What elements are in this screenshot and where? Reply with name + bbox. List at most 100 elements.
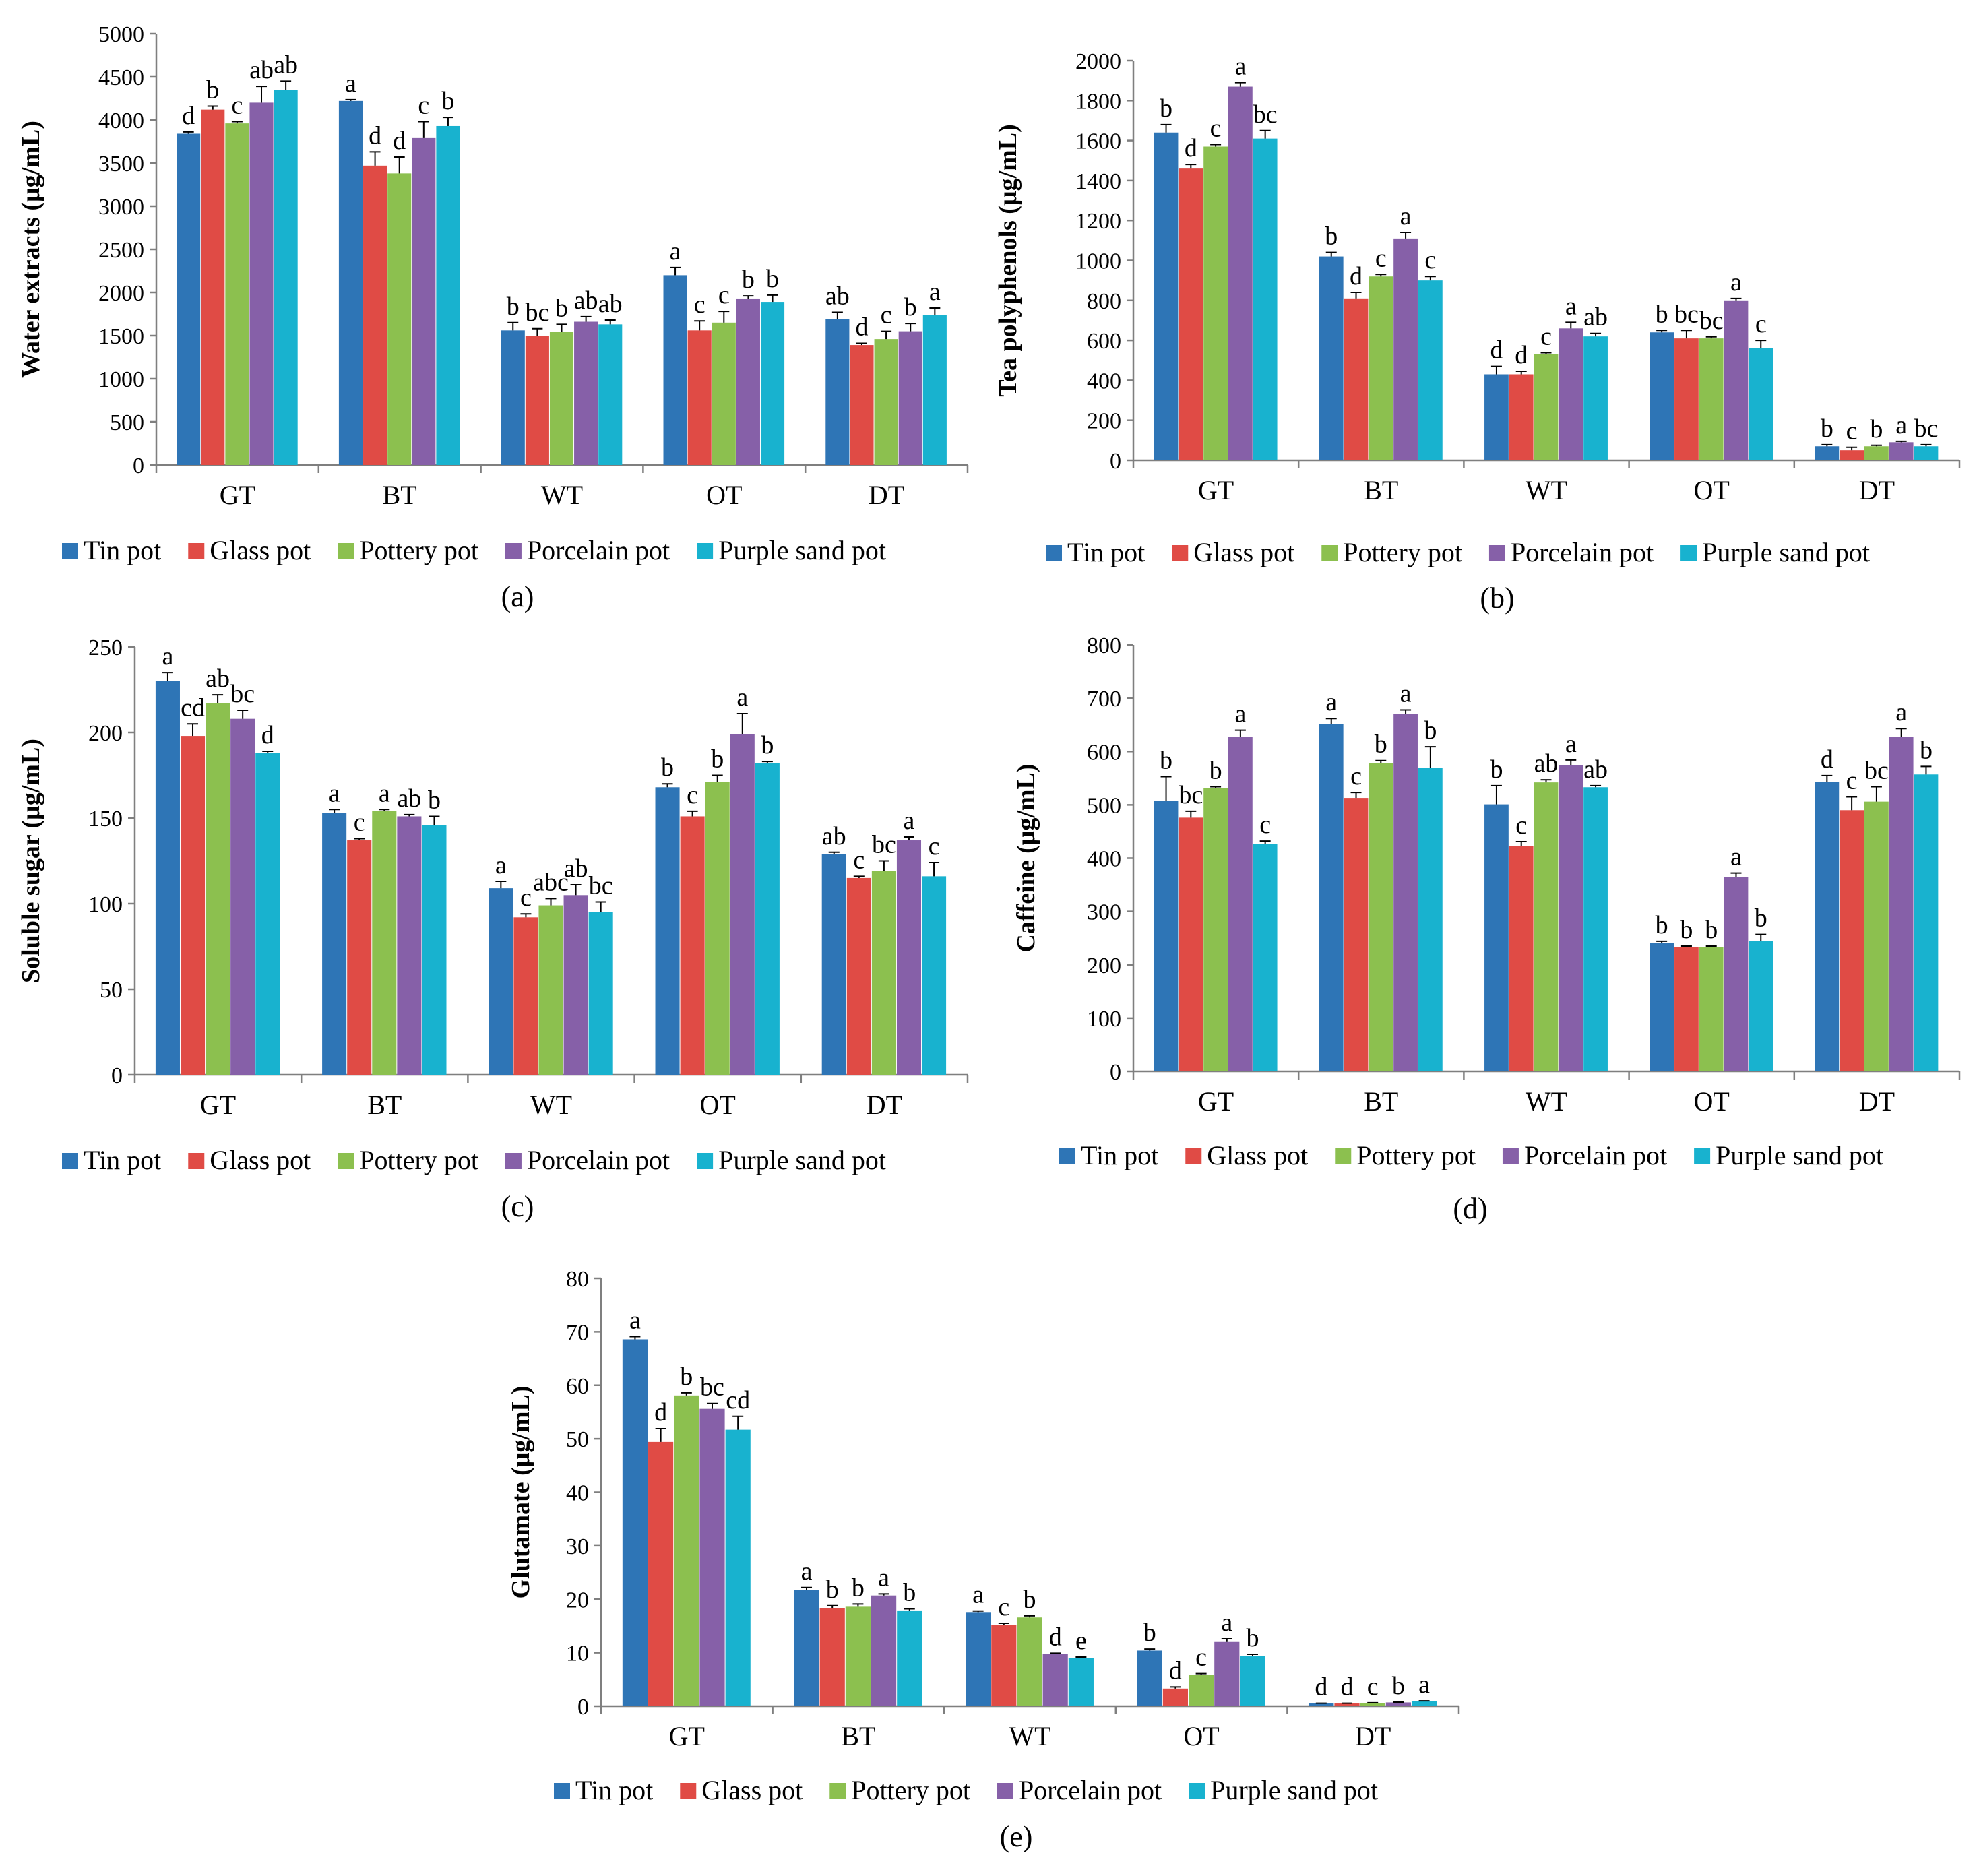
bar: [1724, 877, 1749, 1071]
significance-letter: ab: [564, 854, 588, 883]
significance-letter: b: [1024, 1586, 1036, 1614]
legend-swatch: [338, 1153, 354, 1169]
bar: [155, 681, 180, 1075]
y-tick-label: 400: [1087, 847, 1121, 872]
x-category-label: DT: [867, 1090, 902, 1120]
y-tick-label: 250: [88, 635, 123, 660]
significance-letter: c: [881, 301, 892, 330]
y-tick-label: 800: [1087, 289, 1121, 314]
x-category-label: OT: [1694, 475, 1730, 505]
significance-letter: a: [1325, 688, 1337, 716]
legend-swatch: [997, 1783, 1013, 1799]
significance-letter: b: [507, 292, 520, 321]
legend-label: Porcelain pot: [1511, 537, 1654, 567]
bar: [648, 1441, 674, 1706]
significance-letter: d: [1049, 1623, 1062, 1651]
bar: [1840, 810, 1864, 1071]
y-tick-label: 2000: [1075, 49, 1121, 74]
y-tick-label: 600: [1087, 740, 1121, 765]
significance-letter: c: [1210, 115, 1222, 143]
significance-letter: a: [1221, 1608, 1232, 1637]
significance-letter: d: [261, 721, 274, 749]
bar: [1699, 338, 1724, 460]
significance-letter: b: [1143, 1619, 1156, 1647]
legend-label: Tin pot: [84, 1145, 161, 1175]
significance-letter: b: [1160, 746, 1172, 774]
bar: [1240, 1656, 1265, 1706]
bar: [819, 1608, 845, 1706]
x-category-label: WT: [541, 480, 583, 510]
significance-letter: b: [1755, 904, 1767, 933]
bar: [422, 825, 447, 1075]
legend-swatch: [1321, 545, 1338, 561]
significance-letter: b: [1392, 1672, 1405, 1700]
x-category-label: DT: [1355, 1721, 1391, 1751]
bar: [1203, 146, 1228, 460]
significance-letter: c: [853, 846, 865, 874]
x-category-label: BT: [1364, 1086, 1398, 1117]
y-tick-label: 3000: [98, 195, 144, 220]
bar: [598, 324, 623, 465]
bar: [1319, 724, 1344, 1071]
bar: [1344, 298, 1369, 460]
bar: [874, 339, 898, 465]
significance-letter: c: [1515, 811, 1527, 840]
y-tick-label: 100: [88, 892, 123, 917]
legend-label: Pottery pot: [1356, 1140, 1476, 1170]
y-tick-label: 4500: [98, 65, 144, 90]
bar: [1864, 801, 1889, 1071]
x-category-label: WT: [1009, 1721, 1050, 1751]
bar: [1154, 132, 1179, 461]
legend-label: Porcelain pot: [1019, 1775, 1162, 1805]
legend-label: Glass pot: [701, 1775, 803, 1805]
y-axis-title: Glutamate (μg/mL): [507, 1386, 535, 1599]
bar: [1534, 354, 1559, 460]
legend-swatch: [1488, 545, 1505, 561]
x-category-label: GT: [669, 1721, 705, 1751]
significance-letter: b: [1246, 1624, 1259, 1652]
significance-letter: bc: [525, 299, 549, 327]
bar: [1154, 801, 1179, 1071]
y-tick-label: 800: [1087, 633, 1121, 658]
significance-letter: e: [1075, 1627, 1087, 1655]
y-tick-label: 5000: [98, 22, 144, 47]
legend-swatch: [1502, 1148, 1519, 1164]
y-tick-label: 200: [1087, 409, 1121, 434]
significance-letter: ab: [822, 822, 846, 850]
bar: [991, 1625, 1017, 1706]
y-tick-label: 40: [566, 1481, 589, 1506]
y-tick-label: 80: [566, 1267, 589, 1292]
y-tick-label: 3500: [98, 152, 144, 177]
bar: [230, 718, 255, 1075]
bar: [1385, 1702, 1411, 1706]
significance-letter: b: [711, 745, 724, 774]
bar: [1749, 348, 1773, 460]
significance-letter: bc: [1914, 414, 1939, 443]
legend-label: Purple sand pot: [718, 1145, 886, 1175]
bar: [1369, 763, 1393, 1071]
legend-label: Purple sand pot: [1210, 1775, 1378, 1805]
legend-swatch: [505, 1153, 522, 1169]
bar: [699, 1408, 725, 1706]
significance-letter: c: [1375, 244, 1387, 272]
significance-letter: b: [1656, 300, 1668, 328]
significance-letter: bc: [872, 831, 896, 859]
y-tick-label: 1200: [1075, 209, 1121, 234]
panel-label: (b): [1480, 582, 1514, 615]
chart-panel-d: 0100200300400500600700800GTbbcbacBTacbab…: [1012, 633, 1961, 1225]
legend-label: Glass pot: [210, 535, 311, 565]
bar: [966, 1612, 991, 1706]
bar: [1418, 280, 1443, 460]
bar: [922, 876, 947, 1075]
bar: [1068, 1658, 1094, 1706]
significance-letter: b: [441, 87, 454, 115]
legend-swatch: [62, 543, 78, 559]
significance-letter: c: [929, 832, 940, 861]
significance-letter: a: [1418, 1670, 1430, 1699]
bar: [513, 917, 538, 1075]
y-tick-label: 100: [1087, 1007, 1121, 1032]
legend-swatch: [505, 543, 522, 559]
significance-letter: b: [1424, 716, 1437, 745]
significance-letter: c: [1846, 417, 1858, 445]
